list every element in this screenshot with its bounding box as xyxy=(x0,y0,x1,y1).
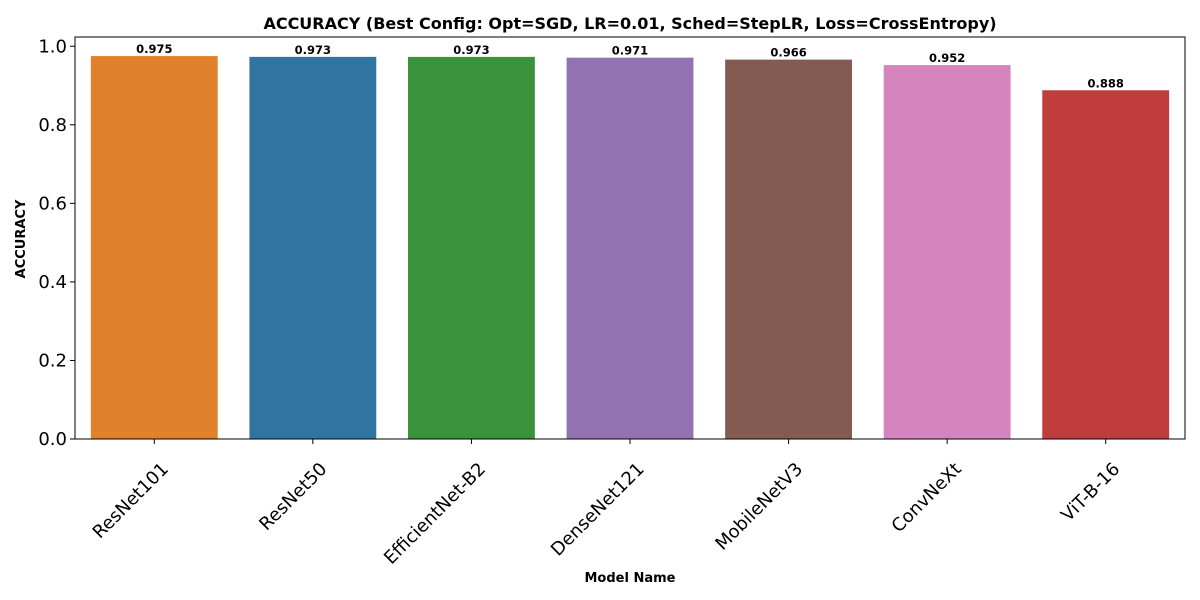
value-label: 0.952 xyxy=(929,51,965,65)
value-label: 0.888 xyxy=(1088,76,1124,90)
value-label: 0.973 xyxy=(295,43,331,57)
bar-resnet50 xyxy=(249,56,377,439)
value-label: 0.973 xyxy=(453,43,489,57)
bar-resnet101 xyxy=(90,56,218,439)
y-tick-label: 0.6 xyxy=(38,193,67,214)
x-axis: ResNet101 ResNet50 EfficientNet-B2 DenseNet… xyxy=(89,439,1124,569)
bar-densenet121 xyxy=(566,57,694,439)
value-label: 0.966 xyxy=(770,46,806,60)
y-tick-label: 1.0 xyxy=(38,36,67,57)
x-tick-label: EfficientNet-B2 xyxy=(380,459,490,569)
bar-efficientnet-b2 xyxy=(408,56,535,439)
x-tick-label: ResNet101 xyxy=(89,459,173,543)
y-tick-label: 0.4 xyxy=(38,272,67,293)
bar-vit-b-16 xyxy=(1042,90,1170,439)
chart-title: ACCURACY (Best Config: Opt=SGD, LR=0.01,… xyxy=(263,14,996,33)
x-tick-label: DenseNet121 xyxy=(547,459,649,561)
value-label: 0.971 xyxy=(612,44,648,58)
x-tick-label: ViT-B-16 xyxy=(1057,459,1124,526)
x-tick-label: ConvNeXt xyxy=(888,459,966,537)
y-tick-label: 0.0 xyxy=(38,429,67,450)
y-axis-label: ACCURACY xyxy=(14,199,29,278)
bar-mobilenetv3 xyxy=(725,59,852,439)
bar-convnext xyxy=(883,65,1011,440)
value-label: 0.975 xyxy=(136,42,172,56)
y-axis: 0.0 0.2 0.4 0.6 0.8 1.0 xyxy=(38,36,75,450)
x-tick-label: ResNet50 xyxy=(255,459,331,535)
y-tick-label: 0.8 xyxy=(38,115,67,136)
plot-frame xyxy=(74,36,1186,440)
y-tick-label: 0.2 xyxy=(38,350,67,371)
x-tick-label: MobileNetV3 xyxy=(711,459,807,555)
value-labels-layer: 0.975 0.973 0.973 0.971 0.966 0.952 0.888 xyxy=(136,42,1124,90)
x-axis-label: Model Name xyxy=(585,571,676,586)
bars-layer xyxy=(90,56,1170,440)
